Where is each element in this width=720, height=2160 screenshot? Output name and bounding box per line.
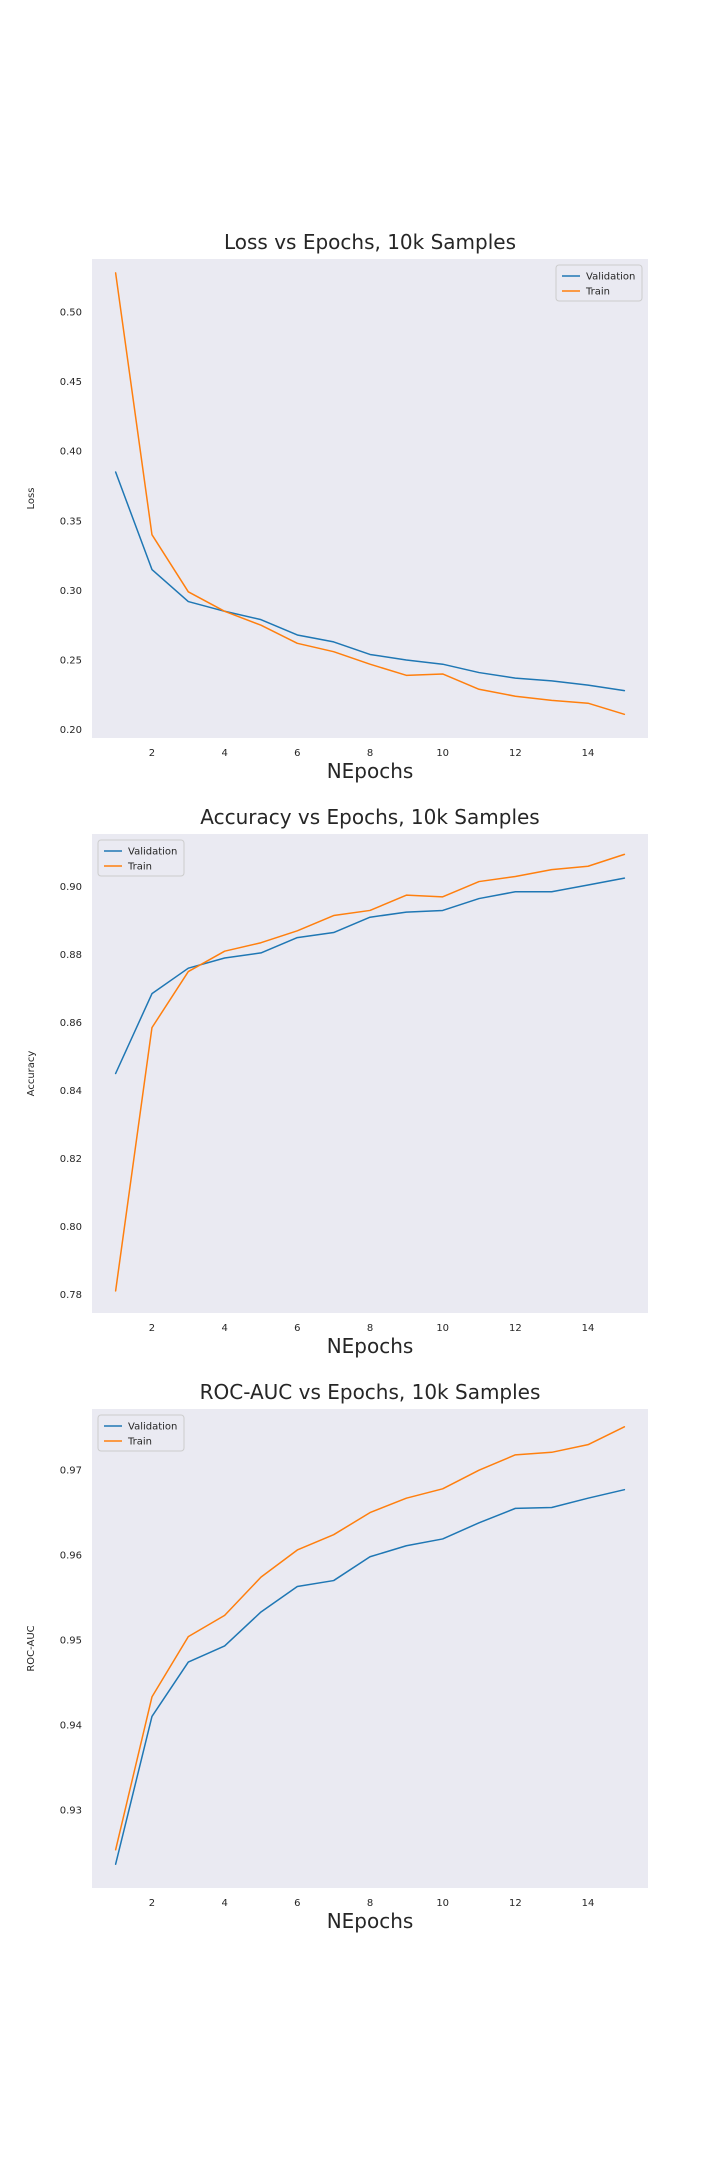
legend-label-validation: Validation [128,1422,177,1433]
y-axis-label: ROC-AUC [26,1625,37,1671]
x-tick-label: 6 [294,1323,300,1334]
chart-title: Accuracy vs Epochs, 10k Samples [200,805,539,829]
series-line-train [114,272,626,716]
y-tick-label: 0.93 [60,1805,82,1816]
y-tick-label: 0.88 [60,950,82,961]
y-tick-label: 0.40 [60,447,82,458]
y-tick-label: 0.30 [60,586,82,597]
x-axis-label: NEpochs [327,1909,414,1933]
series-line-validation [114,1488,626,1865]
chart-title: ROC-AUC vs Epochs, 10k Samples [200,1380,541,1404]
y-tick-label: 0.94 [60,1720,82,1731]
y-tick-label: 0.84 [60,1086,82,1097]
legend: Validation Train [555,264,643,302]
plot-area [92,834,648,1313]
y-tick-label: 0.86 [60,1018,82,1029]
series-line-train [114,1426,626,1851]
legend: Validation Train [97,839,185,877]
x-axis-label: NEpochs [327,1334,414,1358]
x-axis-label: NEpochs [327,759,414,783]
legend-label-validation: Validation [128,847,177,858]
x-tick-label: 10 [436,1898,449,1909]
x-tick-label: 10 [436,1323,449,1334]
chart-1: Loss vs Epochs, 10k Samples 2 4 6 8 10 12 14 0.2… [26,230,648,783]
x-tick-label: 6 [294,1898,300,1909]
plot-area [92,259,648,738]
legend-box [555,264,643,302]
legend: Validation Train [97,1414,185,1452]
y-tick-label: 0.95 [60,1636,82,1647]
plot-area [92,1409,648,1888]
x-tick-label: 12 [509,1323,522,1334]
y-tick-label: 0.82 [60,1154,82,1165]
x-tick-label: 14 [582,748,595,759]
legend-box [97,1414,185,1452]
y-tick-label: 0.50 [60,307,82,318]
chart-title: Loss vs Epochs, 10k Samples [224,230,516,254]
x-tick-label: 4 [221,1898,227,1909]
y-tick-label: 0.78 [60,1290,82,1301]
legend-box [97,839,185,877]
y-tick-label: 0.90 [60,882,82,893]
chart-2: Accuracy vs Epochs, 10k Samples 2 4 6 8 10 12 1… [26,805,648,1358]
x-tick-label: 14 [582,1898,595,1909]
y-tick-label: 0.80 [60,1222,82,1233]
legend-label-train: Train [585,287,610,298]
y-tick-label: 0.45 [60,377,82,388]
y-tick-label: 0.35 [60,516,82,527]
legend-label-validation: Validation [586,272,635,283]
series-line-train [114,853,626,1292]
x-tick-label: 6 [294,748,300,759]
x-tick-label: 4 [221,1323,227,1334]
x-tick-label: 2 [149,748,155,759]
x-tick-label: 8 [367,1323,373,1334]
y-axis-label: Loss [26,488,37,510]
y-tick-label: 0.20 [60,725,82,736]
legend-label-train: Train [127,862,152,873]
x-tick-label: 8 [367,1898,373,1909]
series-line-validation [114,471,626,692]
x-tick-label: 14 [582,1323,595,1334]
chart-3: ROC-AUC vs Epochs, 10k Samples 2 4 6 8 10 12 14… [26,1380,648,1933]
x-tick-label: 10 [436,748,449,759]
x-tick-label: 2 [149,1898,155,1909]
x-tick-label: 12 [509,1898,522,1909]
y-tick-label: 0.97 [60,1466,82,1477]
x-tick-label: 8 [367,748,373,759]
x-tick-label: 12 [509,748,522,759]
legend-label-train: Train [127,1437,152,1448]
x-tick-label: 2 [149,1323,155,1334]
y-axis-label: Accuracy [26,1051,37,1097]
y-tick-label: 0.96 [60,1551,82,1562]
y-tick-label: 0.25 [60,656,82,667]
x-tick-label: 4 [221,748,227,759]
